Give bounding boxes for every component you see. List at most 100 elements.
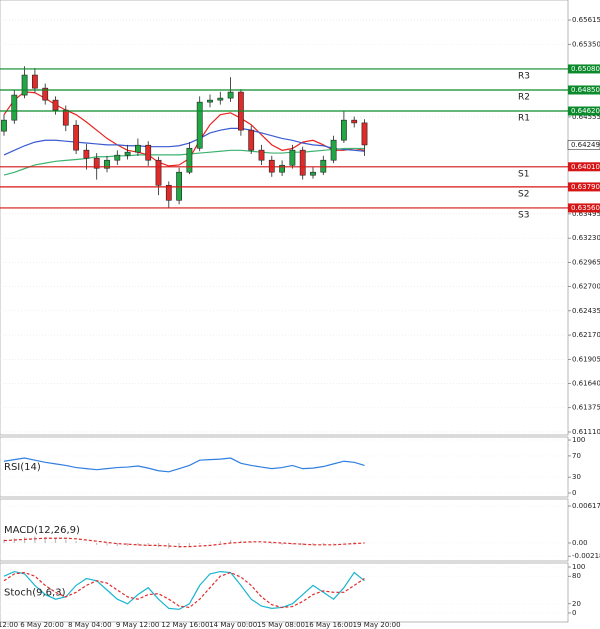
y-tick-label: -0.002189 [572,552,600,560]
candle-body [31,74,38,89]
candle-body [1,119,7,132]
moving-average [3,127,365,156]
y-tick-label: 0.61110 [572,428,600,436]
macd-bar [75,541,77,544]
candle-body [155,159,162,186]
y-tick-label: 0.64555 [572,113,600,121]
candle-body [114,154,121,161]
macd-bar [137,543,139,546]
macd-bar [312,543,314,546]
macd-bar [353,541,355,544]
y-tick-label: 0.00 [572,539,588,547]
level-name: S2 [518,189,529,199]
macd-bar [230,540,232,544]
y-tick-label: 0.61905 [572,355,600,363]
candle-body [186,147,193,173]
candle-body [289,149,296,166]
stoch-panel [0,562,569,623]
x-tick-label: 14 May 00:00 [209,621,257,629]
moving-average [3,91,365,167]
macd-bar [3,539,5,544]
y-tick-label: 0.65615 [572,16,600,24]
macd-bar [147,543,149,547]
indicator-line [3,457,365,473]
y-tick-label: 20 [572,600,581,608]
level-price-box [568,203,600,213]
level-price-label: 0.64010 [571,163,600,171]
level-price-box [568,85,600,95]
candle-body [330,139,337,161]
candle-body [42,87,49,101]
macd-bar [209,542,211,544]
x-tick-label: 19 May 20:00 [353,621,401,629]
macd-bar [199,543,201,545]
panel-label: MACD(12,26,9) [4,525,80,536]
last-price-label: 0.64249 [571,141,600,149]
y-tick-label: 100 [572,563,585,571]
candle-body [227,91,234,99]
x-tick-label: 9 May 12:00 [116,621,160,629]
y-tick-label: 70 [572,452,581,460]
macd-bar [116,543,118,547]
macd-bar [96,543,98,545]
candle-body [21,74,28,96]
candle-body [165,184,172,201]
macd-bar [178,543,180,548]
macd-bar [44,537,46,544]
y-tick-label: 0.62435 [572,307,600,315]
candle-body [145,144,152,161]
macd-panel [0,498,569,562]
macd-bar [363,542,366,544]
candle-body [83,149,90,159]
candle-body [104,159,110,169]
x-tick-label: 6 May 20:00 [20,621,64,629]
candle-body [73,124,79,151]
y-tick-label: 0.62965 [572,258,600,266]
panel-label: Stoch(9,6,3) [4,588,66,599]
macd-bar [34,536,36,544]
y-tick-label: 0.62700 [572,283,600,291]
macd-bar [127,543,129,547]
y-tick-label: 80 [572,572,581,580]
level-name: S3 [518,210,529,220]
candle-body [11,94,18,121]
y-tick-label: 0.65350 [572,40,600,48]
macd-bar [157,543,160,548]
candle-body [196,101,203,149]
candle-body [217,97,224,101]
level-name: S1 [518,169,529,179]
y-tick-label: 0.006172 [572,502,600,510]
macd-bar [322,543,324,545]
y-tick-label: 0.61375 [572,404,600,412]
x-tick-label: 8 May 04:00 [68,621,112,629]
macd-bar [188,543,190,547]
x-tick-label: 12 May 16:00 [161,621,209,629]
macd-bar [281,543,283,545]
level-price-box [568,64,600,74]
level-price-label: 0.64620 [571,107,600,115]
y-tick-label: 30 [572,473,581,481]
macd-bar [54,538,57,544]
y-tick-label: 0 [572,609,576,617]
x-tick-label: 16 May 16:00 [305,621,353,629]
candle-body [62,109,69,126]
indicator-line [3,571,365,609]
macd-bar [106,543,108,546]
level-name: R3 [518,71,530,81]
y-tick-label: 0.63495 [572,210,600,218]
level-name: R1 [518,114,530,124]
panel-label: RSI(14) [4,462,41,473]
y-tick-label: 0.63230 [572,234,600,242]
last-price-box [567,140,600,150]
macd-bar [343,542,345,544]
level-price-label: 0.65080 [571,65,600,73]
y-tick-label: 100 [572,436,585,444]
macd-bar [291,543,293,545]
candle-body [340,119,347,141]
x-tick-label: 12:00 [0,621,18,629]
level-price-label: 0.63790 [571,183,600,191]
candle-body [310,171,316,176]
candle-body [124,151,131,156]
candle-body [258,149,265,161]
